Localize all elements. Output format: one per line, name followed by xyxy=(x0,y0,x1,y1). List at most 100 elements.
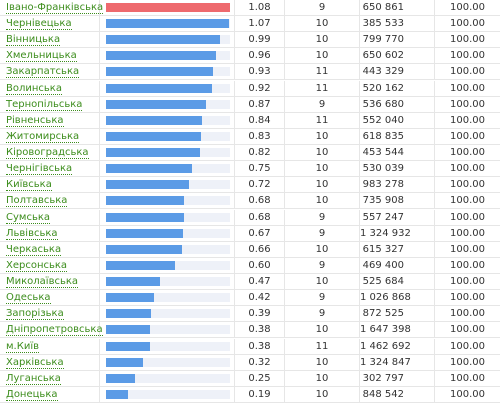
percent-value: 100.00 xyxy=(450,227,485,239)
percent-value: 100.00 xyxy=(450,50,485,62)
region-link[interactable]: Тернопільська xyxy=(6,98,83,111)
bar-cell xyxy=(100,290,235,306)
bar-track xyxy=(106,148,230,158)
region-link[interactable]: Кіровоградська xyxy=(6,147,89,160)
count-value: 11 xyxy=(285,338,360,354)
percent-value: 100.00 xyxy=(450,18,485,30)
table-row: Запорізька 0.39 9 872 525 100.00 xyxy=(0,306,500,323)
bar-cell xyxy=(100,370,235,386)
percent-value: 100.00 xyxy=(450,147,485,159)
bar-track xyxy=(106,180,230,190)
region-link[interactable]: Сумська xyxy=(6,211,51,224)
region-link[interactable]: Херсонська xyxy=(6,259,68,272)
count-value: 10 xyxy=(285,145,360,161)
count-value: 10 xyxy=(285,32,360,48)
percent-value: 100.00 xyxy=(450,195,485,207)
bar-cell xyxy=(100,274,235,290)
percent-value: 100.00 xyxy=(450,340,485,352)
population-value: 872 525 xyxy=(360,306,435,322)
bar-track xyxy=(106,115,230,125)
population-value: 453 544 xyxy=(360,145,435,161)
region-link[interactable]: Хмельницька xyxy=(6,50,77,63)
population-value: 735 908 xyxy=(360,193,435,209)
index-value: 0.96 xyxy=(235,48,285,64)
bar-track xyxy=(106,244,230,254)
index-value: 0.75 xyxy=(235,161,285,177)
index-value: 0.32 xyxy=(235,354,285,370)
region-link[interactable]: Чернівецька xyxy=(6,18,72,31)
index-value: 0.39 xyxy=(235,306,285,322)
region-link[interactable]: Волинська xyxy=(6,82,62,95)
bar-track xyxy=(106,51,230,61)
bar xyxy=(106,373,135,383)
region-cell: Івано-Франківська xyxy=(0,0,104,15)
index-value: 0.93 xyxy=(235,64,285,80)
bar-cell xyxy=(100,16,235,32)
bar xyxy=(106,260,175,270)
percent-value: 100.00 xyxy=(450,324,485,336)
table-row: Чернівецька 1.07 10 385 533 100.00 xyxy=(0,16,500,33)
region-cell: Чернівецька xyxy=(0,16,100,32)
bar xyxy=(106,51,217,61)
table-row: Полтавська 0.68 10 735 908 100.00 xyxy=(0,193,500,210)
region-cell: Донецька xyxy=(0,386,100,402)
region-link[interactable]: Рівненська xyxy=(6,114,64,127)
population-value: 799 770 xyxy=(360,32,435,48)
population-value: 618 835 xyxy=(360,128,435,144)
bar-cell xyxy=(100,177,235,193)
count-value: 10 xyxy=(285,177,360,193)
bar-track xyxy=(106,19,230,29)
bar xyxy=(106,293,155,303)
percent-value: 100.00 xyxy=(450,276,485,288)
index-value: 0.84 xyxy=(235,112,285,128)
population-value: 650 861 xyxy=(360,0,435,15)
count-value: 10 xyxy=(285,386,360,402)
region-link[interactable]: Львівська xyxy=(6,227,58,240)
population-value: 1 324 932 xyxy=(360,225,435,241)
table-row: Черкаська 0.66 10 615 327 100.00 xyxy=(0,241,500,258)
population-value: 552 040 xyxy=(360,112,435,128)
region-link[interactable]: Київська xyxy=(6,179,52,192)
bar xyxy=(106,325,150,335)
region-link[interactable]: м.Київ xyxy=(6,340,39,353)
region-link[interactable]: Харківська xyxy=(6,356,64,369)
bar xyxy=(106,131,202,141)
bar xyxy=(106,341,150,351)
bar-cell xyxy=(100,32,235,48)
bar-cell xyxy=(100,225,235,241)
bar-track xyxy=(106,293,230,303)
region-link[interactable]: Чернігівська xyxy=(6,163,73,176)
region-link[interactable]: Полтавська xyxy=(6,195,68,208)
region-link[interactable]: Одеська xyxy=(6,292,51,305)
percent-value: 100.00 xyxy=(450,163,485,175)
region-cell: Вінницька xyxy=(0,32,100,48)
population-value: 536 680 xyxy=(360,96,435,112)
region-link[interactable]: Івано-Франківська xyxy=(6,2,104,14)
population-value: 615 327 xyxy=(360,241,435,257)
bar xyxy=(106,277,160,287)
population-value: 1 647 398 xyxy=(360,322,435,338)
region-link[interactable]: Донецька xyxy=(6,388,58,401)
count-value: 10 xyxy=(285,274,360,290)
region-link[interactable]: Черкаська xyxy=(6,243,62,256)
region-link[interactable]: Запорізька xyxy=(6,308,64,321)
table-row: Донецька 0.19 10 848 542 100.00 xyxy=(0,386,500,403)
bar-cell xyxy=(100,128,235,144)
region-cell: Херсонська xyxy=(0,257,100,273)
region-link[interactable]: Луганська xyxy=(6,372,61,385)
count-value: 10 xyxy=(285,128,360,144)
region-link[interactable]: Житомирська xyxy=(6,130,80,143)
percent-value: 100.00 xyxy=(450,2,485,13)
region-cell: Хмельницька xyxy=(0,48,100,64)
bar-track xyxy=(106,277,230,287)
bar xyxy=(106,99,206,109)
region-link[interactable]: Вінницька xyxy=(6,34,61,47)
region-link[interactable]: Закарпатська xyxy=(6,66,80,79)
count-value: 11 xyxy=(285,80,360,96)
table-row: Івано-Франківська 1.08 9 650 861 100.00 xyxy=(0,0,500,16)
table-row: Львівська 0.67 9 1 324 932 100.00 xyxy=(0,225,500,242)
region-link[interactable]: Миколаївська xyxy=(6,276,79,289)
population-value: 557 247 xyxy=(360,209,435,225)
region-link[interactable]: Дніпропетровська xyxy=(6,324,103,337)
